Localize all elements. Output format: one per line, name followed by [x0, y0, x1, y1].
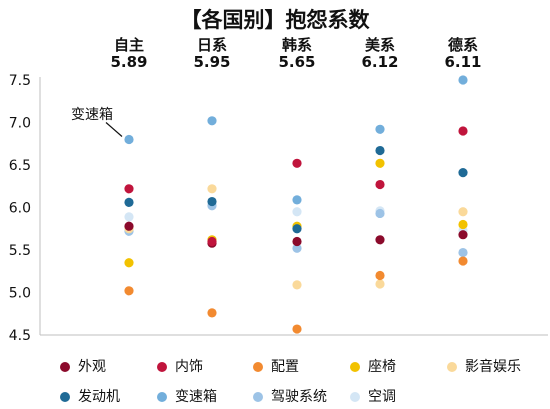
data-point: [375, 279, 385, 289]
annotation-leader-line: [105, 122, 123, 137]
data-point: [292, 243, 302, 253]
legend-item: 内饰: [157, 356, 203, 376]
data-point: [292, 280, 302, 290]
data-point: [292, 195, 302, 205]
data-point: [458, 168, 468, 178]
data-point: [375, 124, 385, 134]
legend-item: 配置: [253, 356, 299, 376]
data-point: [207, 236, 217, 247]
data-point: [207, 184, 217, 194]
legend-item: 发动机: [60, 386, 120, 406]
data-point: [458, 207, 468, 217]
category-value-label: 5.89: [110, 53, 148, 71]
y-tick-label: 6.5: [9, 158, 31, 174]
y-tick-label: 5.0: [9, 286, 31, 302]
legend-marker: [447, 362, 457, 372]
y-tick-label: 7.0: [9, 116, 31, 132]
brand-header: 自主 5.89: [89, 37, 169, 71]
legend-marker: [253, 362, 263, 372]
annotation-label: 变速箱: [71, 106, 113, 123]
data-point: [292, 207, 302, 217]
data-point: [207, 196, 217, 207]
data-point: [458, 126, 468, 136]
data-point: [375, 208, 385, 219]
data-point: [124, 134, 134, 145]
legend-item: 驾驶系统: [253, 386, 327, 406]
category-value-label: 5.95: [193, 53, 231, 71]
category-value-label: 5.65: [278, 53, 316, 71]
brand-header: 韩系 5.65: [257, 37, 337, 71]
data-point: [124, 212, 134, 222]
category-value-label: 6.11: [444, 53, 482, 71]
data-point: [458, 256, 468, 266]
brand-header: 德系 6.11: [423, 37, 503, 71]
data-point: [458, 247, 468, 258]
data-point: [124, 221, 134, 231]
data-point: [458, 219, 468, 230]
legend-marker: [60, 362, 70, 372]
category-value-label: 6.12: [361, 53, 399, 71]
brand-header: 美系 6.12: [340, 37, 420, 71]
data-point: [124, 258, 134, 268]
data-points: [124, 75, 468, 334]
legend-label: 发动机: [78, 389, 120, 405]
y-tick-label: 7.5: [9, 73, 31, 89]
y-tick-label: 4.5: [9, 328, 31, 344]
data-point: [124, 286, 134, 296]
legend-label: 座椅: [368, 359, 396, 375]
legend-label: 配置: [271, 359, 299, 375]
legend-marker: [60, 392, 70, 402]
category-label: 韩系: [281, 36, 312, 54]
legend-item: 空调: [350, 386, 396, 406]
legend-item: 座椅: [350, 356, 396, 376]
legend-label: 外观: [78, 359, 106, 375]
category-label: 日系: [196, 36, 227, 54]
data-point: [375, 179, 385, 190]
legend-label: 内饰: [175, 359, 203, 375]
legend-marker: [350, 362, 360, 372]
category-label: 自主: [113, 36, 144, 54]
data-point: [207, 308, 217, 318]
data-point: [458, 230, 468, 240]
legend-marker: [253, 392, 263, 402]
category-label: 德系: [447, 36, 478, 54]
y-tick-label: 5.5: [9, 243, 31, 259]
category-label: 美系: [364, 36, 395, 54]
legend-marker: [350, 392, 360, 402]
data-point: [375, 270, 385, 281]
data-point: [124, 197, 134, 207]
data-point: [207, 116, 217, 126]
y-tick-label: 6.0: [9, 201, 31, 217]
data-point: [458, 75, 468, 85]
data-point: [375, 158, 385, 168]
legend-label: 驾驶系统: [271, 389, 327, 405]
legend-label: 空调: [368, 389, 396, 405]
legend-marker: [157, 392, 167, 402]
legend-item: 影音娱乐: [447, 356, 521, 376]
data-point: [375, 235, 385, 245]
data-point: [292, 158, 302, 168]
legend-label: 变速箱: [175, 389, 217, 405]
legend-item: 外观: [60, 356, 106, 376]
y-tick-labels: 4.5 5.0 5.5 6.0 6.5 7.0 7.5: [9, 73, 31, 344]
chart-title: 【各国别】抱怨系数: [180, 8, 370, 32]
data-point: [375, 145, 385, 156]
data-point: [292, 236, 302, 247]
legend-marker: [157, 362, 167, 372]
data-point: [292, 324, 302, 334]
brand-header: 日系 5.95: [172, 37, 252, 71]
data-point: [292, 224, 302, 234]
legend-item: 变速箱: [157, 386, 217, 406]
data-point: [124, 184, 134, 194]
legend-label: 影音娱乐: [465, 359, 521, 375]
